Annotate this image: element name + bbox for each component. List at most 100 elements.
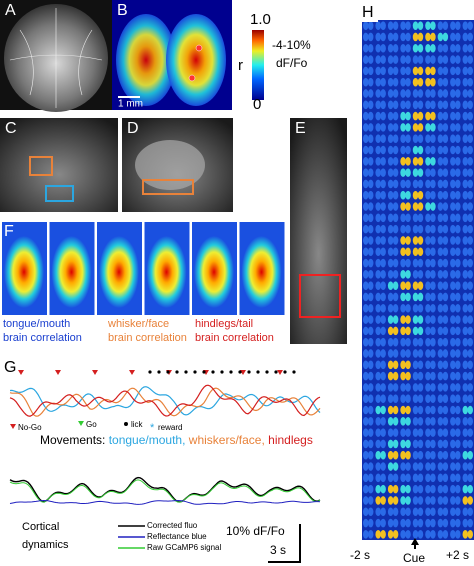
- mini-map: [375, 371, 381, 381]
- panel-c-image: [0, 118, 118, 212]
- mini-map: [380, 315, 386, 324]
- mini-map: [380, 518, 386, 528]
- mini-map: [392, 247, 399, 257]
- mini-map: [375, 224, 381, 234]
- mini-map: [392, 157, 399, 166]
- mini-map: [375, 123, 381, 132]
- mini-map: [387, 292, 394, 302]
- mini-map: [367, 326, 374, 336]
- mini-map: [387, 32, 394, 42]
- mini-map: [462, 473, 469, 483]
- mini-map: [417, 428, 424, 437]
- panel-e-image: [290, 118, 347, 344]
- mini-map: [367, 417, 374, 426]
- mini-map: [375, 55, 381, 64]
- mini-map: [412, 134, 419, 143]
- mini-map: [392, 326, 399, 336]
- cortical-traces: [9, 476, 321, 505]
- mini-map: [400, 349, 406, 358]
- mini-map: [462, 450, 469, 460]
- mini-map: [412, 315, 419, 324]
- mini-map: [392, 190, 399, 200]
- mini-map: [400, 43, 406, 53]
- mini-map: [467, 190, 474, 200]
- mini-map: [387, 202, 394, 211]
- mini-map: [417, 507, 424, 517]
- mini-map: [442, 224, 449, 234]
- mini-map: [417, 66, 424, 76]
- mini-map: [467, 270, 474, 279]
- mini-map: [380, 89, 386, 98]
- mini-map: [455, 258, 461, 268]
- mini-map: [387, 111, 394, 121]
- mini-map: [412, 383, 419, 392]
- legend-label: Reflectance blue: [147, 532, 207, 541]
- mini-map: [387, 428, 394, 437]
- movements-label: Movements: tongue/mouth, whiskers/face, …: [40, 433, 313, 447]
- mini-map: [462, 224, 469, 234]
- mini-map: [437, 55, 444, 64]
- mini-map: [437, 337, 444, 347]
- mini-map: [462, 145, 469, 155]
- mini-map: [387, 473, 394, 483]
- mini-map: [380, 417, 386, 426]
- legend-label: Raw GCaMP6 signal: [147, 543, 221, 552]
- mini-map: [437, 292, 444, 302]
- lick-marker: [274, 370, 278, 374]
- mini-map: [417, 32, 424, 42]
- mini-map: [400, 439, 406, 449]
- mini-map: [400, 371, 406, 381]
- nogo-marker: [240, 370, 246, 375]
- mini-map: [412, 247, 419, 257]
- mini-map: [387, 134, 394, 143]
- panel-label: D: [127, 120, 139, 137]
- atlas-outline: [9, 8, 103, 108]
- mini-map: [437, 462, 444, 471]
- mini-map: [450, 100, 456, 110]
- mini-map: [467, 405, 474, 415]
- mini-map: [375, 145, 381, 155]
- mini-map: [462, 371, 469, 381]
- mini-map: [442, 281, 449, 290]
- map-blob: [4, 236, 44, 308]
- mini-map: [450, 326, 456, 336]
- mini-map: [392, 349, 399, 358]
- mini-map: [380, 247, 386, 257]
- mouse-face: [135, 140, 205, 190]
- mini-map: [437, 417, 444, 426]
- mini-map: [425, 168, 431, 177]
- mini-map: [380, 496, 386, 505]
- mini-map: [400, 507, 406, 517]
- mini-map: [430, 168, 436, 177]
- mini-map: [437, 224, 444, 234]
- mini-map: [400, 100, 406, 110]
- mini-map: [400, 270, 406, 279]
- mini-map: [437, 360, 444, 370]
- mini-map: [392, 55, 399, 64]
- event-label: Go: [86, 420, 97, 429]
- mini-map: [467, 247, 474, 257]
- mini-map: [455, 100, 461, 110]
- mini-map: [467, 89, 474, 98]
- mini-map: [392, 123, 399, 132]
- mini-map: [412, 462, 419, 471]
- lick-marker: [238, 370, 242, 374]
- mini-map: [442, 66, 449, 76]
- mini-map: [367, 315, 374, 324]
- mini-map: [362, 224, 369, 234]
- mini-map: [375, 292, 381, 302]
- mini-map: [362, 77, 369, 87]
- mini-map: [412, 100, 419, 110]
- mini-map: [375, 270, 381, 279]
- mini-map: [367, 157, 374, 166]
- mini-map: [437, 77, 444, 87]
- mini-map: [437, 21, 444, 30]
- mini-map: [387, 145, 394, 155]
- mini-map: [362, 145, 369, 155]
- mini-map: [417, 496, 424, 505]
- mini-map: [405, 247, 411, 257]
- lick-marker: [265, 370, 269, 374]
- mini-map: [367, 349, 374, 358]
- mini-map: [392, 496, 399, 505]
- mini-map: [437, 473, 444, 483]
